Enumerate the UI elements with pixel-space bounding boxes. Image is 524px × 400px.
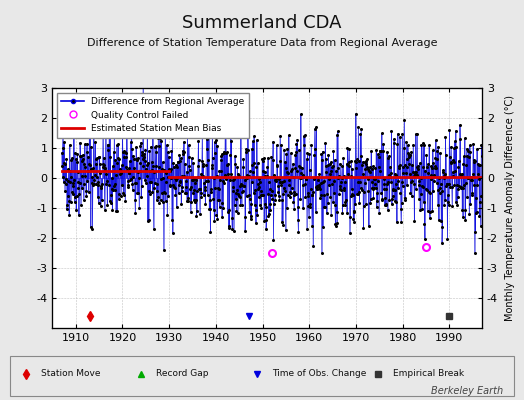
Text: Time of Obs. Change: Time of Obs. Change — [272, 370, 366, 378]
Text: Summerland CDA: Summerland CDA — [182, 14, 342, 32]
Text: Difference of Station Temperature Data from Regional Average: Difference of Station Temperature Data f… — [87, 38, 437, 48]
Text: Record Gap: Record Gap — [156, 370, 209, 378]
Text: Berkeley Earth: Berkeley Earth — [431, 386, 503, 396]
Legend: Difference from Regional Average, Quality Control Failed, Estimated Station Mean: Difference from Regional Average, Qualit… — [57, 92, 249, 138]
Text: Empirical Break: Empirical Break — [393, 370, 464, 378]
Y-axis label: Monthly Temperature Anomaly Difference (°C): Monthly Temperature Anomaly Difference (… — [505, 95, 515, 321]
Text: Station Move: Station Move — [41, 370, 100, 378]
